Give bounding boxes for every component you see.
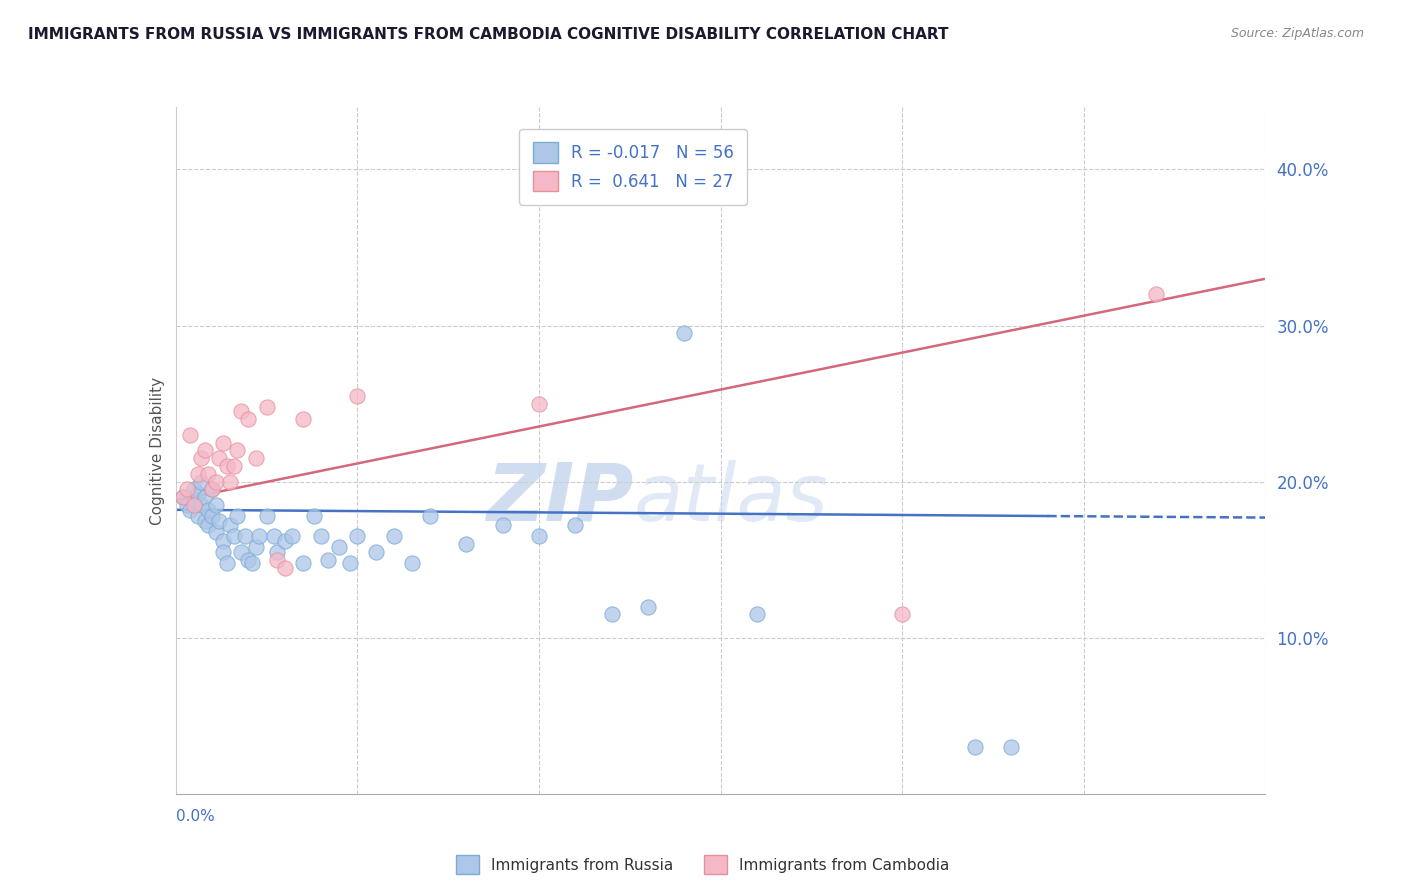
Point bbox=[247, 529, 270, 543]
Point bbox=[302, 508, 325, 523]
Point bbox=[274, 533, 297, 548]
Point bbox=[212, 545, 235, 559]
Text: Source: ZipAtlas.com: Source: ZipAtlas.com bbox=[1230, 27, 1364, 40]
Point bbox=[328, 540, 350, 554]
Point bbox=[201, 483, 224, 497]
Point bbox=[963, 740, 986, 755]
Point bbox=[318, 552, 340, 567]
Point bbox=[190, 498, 212, 512]
Point bbox=[219, 475, 242, 489]
Point bbox=[204, 475, 226, 489]
Point bbox=[309, 529, 332, 543]
Point bbox=[194, 514, 217, 528]
Point bbox=[197, 502, 219, 516]
Point bbox=[197, 467, 219, 481]
Point bbox=[179, 502, 201, 516]
Point bbox=[419, 508, 441, 523]
Point bbox=[231, 545, 253, 559]
Point bbox=[183, 498, 205, 512]
Point bbox=[186, 487, 209, 501]
Point bbox=[346, 529, 368, 543]
Point bbox=[215, 458, 238, 473]
Point bbox=[673, 326, 696, 341]
Point bbox=[281, 529, 304, 543]
Point bbox=[204, 524, 226, 539]
Legend: R = -0.017   N = 56, R =  0.641   N = 27: R = -0.017 N = 56, R = 0.641 N = 27 bbox=[519, 129, 748, 205]
Point bbox=[256, 400, 278, 414]
Point bbox=[291, 412, 314, 426]
Point bbox=[190, 475, 212, 489]
Point bbox=[201, 483, 224, 497]
Point bbox=[179, 427, 201, 442]
Point bbox=[266, 552, 288, 567]
Point bbox=[745, 607, 768, 622]
Point bbox=[233, 529, 256, 543]
Point bbox=[204, 498, 226, 512]
Point bbox=[222, 458, 245, 473]
Point bbox=[219, 518, 242, 533]
Point bbox=[208, 451, 231, 466]
Point bbox=[186, 467, 209, 481]
Point bbox=[492, 518, 515, 533]
Point bbox=[238, 552, 260, 567]
Point bbox=[208, 514, 231, 528]
Point bbox=[194, 490, 217, 504]
Text: 0.0%: 0.0% bbox=[176, 809, 215, 824]
Point bbox=[212, 435, 235, 450]
Text: atlas: atlas bbox=[633, 459, 828, 538]
Point bbox=[291, 556, 314, 570]
Point bbox=[401, 556, 423, 570]
Point bbox=[197, 518, 219, 533]
Point bbox=[637, 599, 659, 614]
Point bbox=[456, 537, 478, 551]
Point bbox=[240, 556, 263, 570]
Point bbox=[245, 540, 267, 554]
Point bbox=[600, 607, 623, 622]
Point bbox=[266, 545, 288, 559]
Point bbox=[564, 518, 586, 533]
Point bbox=[891, 607, 914, 622]
Point bbox=[364, 545, 387, 559]
Point bbox=[183, 493, 205, 508]
Point bbox=[256, 508, 278, 523]
Point bbox=[201, 508, 224, 523]
Point bbox=[274, 560, 297, 574]
Point bbox=[215, 556, 238, 570]
Point bbox=[190, 451, 212, 466]
Legend: Immigrants from Russia, Immigrants from Cambodia: Immigrants from Russia, Immigrants from … bbox=[450, 849, 956, 880]
Point bbox=[339, 556, 361, 570]
Y-axis label: Cognitive Disability: Cognitive Disability bbox=[149, 376, 165, 524]
Point bbox=[186, 508, 209, 523]
Point bbox=[226, 508, 249, 523]
Point bbox=[172, 490, 194, 504]
Point bbox=[194, 443, 217, 458]
Point bbox=[226, 443, 249, 458]
Point bbox=[245, 451, 267, 466]
Point bbox=[1000, 740, 1022, 755]
Point bbox=[382, 529, 405, 543]
Point bbox=[263, 529, 285, 543]
Point bbox=[231, 404, 253, 418]
Point bbox=[176, 483, 198, 497]
Point bbox=[346, 389, 368, 403]
Point bbox=[527, 529, 550, 543]
Point bbox=[212, 533, 235, 548]
Point bbox=[527, 396, 550, 410]
Text: ZIP: ZIP bbox=[486, 459, 633, 538]
Point bbox=[183, 483, 205, 497]
Point bbox=[238, 412, 260, 426]
Point bbox=[176, 498, 198, 512]
Point bbox=[1146, 287, 1168, 301]
Point bbox=[222, 529, 245, 543]
Point bbox=[172, 490, 194, 504]
Text: IMMIGRANTS FROM RUSSIA VS IMMIGRANTS FROM CAMBODIA COGNITIVE DISABILITY CORRELAT: IMMIGRANTS FROM RUSSIA VS IMMIGRANTS FRO… bbox=[28, 27, 949, 42]
